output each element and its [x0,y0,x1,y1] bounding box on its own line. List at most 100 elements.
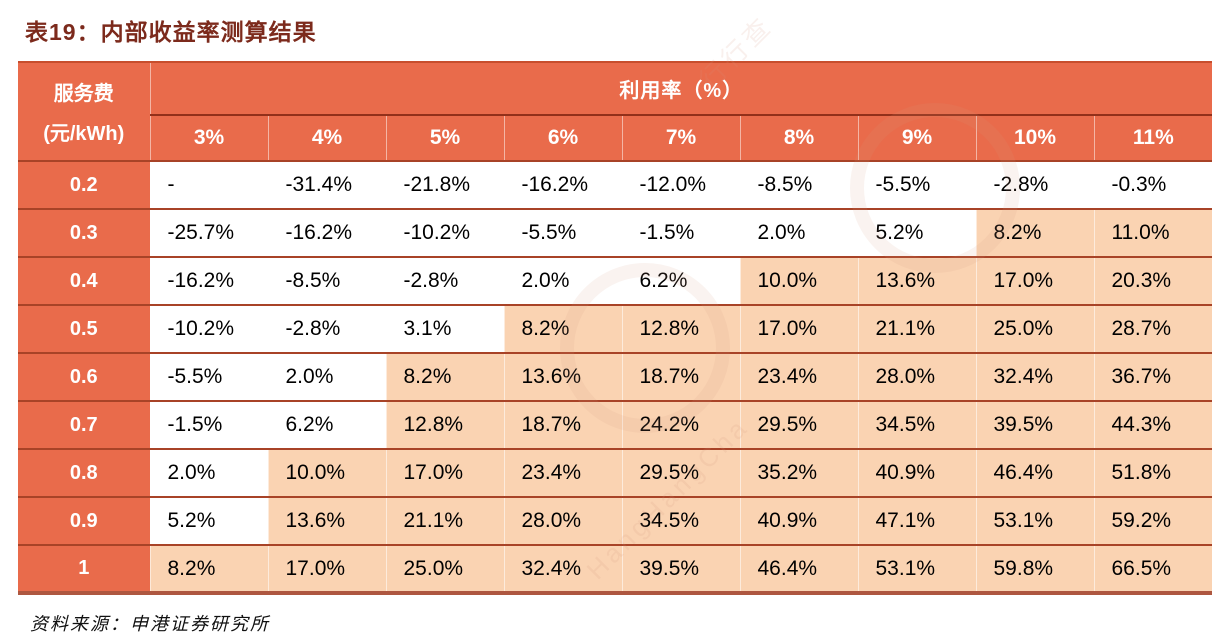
irr-cell: -25.7% [150,208,269,257]
table-row: 0.6 -5.5% 2.0% 8.2% 13.6% 18.7% 23.4% 28.0% 32.4… [18,352,1213,401]
irr-cell: -2.8% [386,256,505,305]
irr-cell: 23.4% [504,448,623,497]
irr-cell: 32.4% [504,544,623,593]
utilization-rate-group-header: 利用率（%） [150,62,1213,117]
irr-table: 服务费 (元/kWh) 利用率（%） 3% 4% 5% 6% 7% 8% 9% 10% 11% … [18,61,1213,595]
irr-cell: 8.2% [386,352,505,401]
table-row: 0.4 -16.2% -8.5% -2.8% 2.0% 6.2% 10.0% 13.6% 17.… [18,256,1213,305]
irr-cell: 39.5% [976,400,1095,449]
irr-cell: 2.0% [150,448,269,497]
col-header-10pct: 10% [976,115,1095,161]
irr-cell: 8.2% [150,544,269,593]
irr-cell: -2.8% [268,304,387,353]
table-body: 0.2- -31.4% -21.8% -16.2% -12.0% -8.5% -5.5% -2… [18,160,1213,593]
irr-cell: -16.2% [504,160,623,209]
row-header-0.9: 0.9 [18,496,151,545]
irr-cell: -5.5% [858,160,977,209]
irr-cell: -0.3% [1094,160,1213,209]
irr-cell: 17.0% [976,256,1095,305]
row-header-0.2: 0.2 [18,160,151,209]
col-header-7pct: 7% [622,115,741,161]
table-row: 0.9 5.2% 13.6% 21.1% 28.0% 34.5% 40.9% 47.1% 53.… [18,496,1213,545]
irr-cell: 18.7% [504,400,623,449]
table-row: 0.8 2.0% 10.0% 17.0% 23.4% 29.5% 35.2% 40.9% 46.… [18,448,1213,497]
irr-cell: 13.6% [504,352,623,401]
irr-cell: -1.5% [150,400,269,449]
irr-cell: -31.4% [268,160,387,209]
irr-cell: 40.9% [858,448,977,497]
irr-cell: 11.0% [1094,208,1213,257]
irr-cell: 6.2% [268,400,387,449]
col-header-11pct: 11% [1094,115,1213,161]
row-header-0.7: 0.7 [18,400,151,449]
col-header-9pct: 9% [858,115,977,161]
irr-cell: 59.8% [976,544,1095,593]
irr-cell: 40.9% [740,496,859,545]
column-header-row: 3% 4% 5% 6% 7% 8% 9% 10% 11% [18,115,1213,161]
irr-cell: 25.0% [386,544,505,593]
row-header-0.6: 0.6 [18,352,151,401]
irr-cell: -21.8% [386,160,505,209]
irr-cell: 66.5% [1094,544,1213,593]
irr-cell: -10.2% [386,208,505,257]
irr-cell: -2.8% [976,160,1095,209]
irr-cell: 5.2% [150,496,269,545]
irr-cell: 47.1% [858,496,977,545]
corner-header-line2: (元/kWh) [43,123,125,146]
row-header-0.3: 0.3 [18,208,151,257]
corner-header-service-fee: 服务费 (元/kWh) [18,62,151,161]
irr-cell: 25.0% [976,304,1095,353]
col-header-6pct: 6% [504,115,623,161]
table-row: 0.3 -25.7% -16.2% -10.2% -5.5% -1.5% 2.0% 5.2% 8… [18,208,1213,257]
irr-cell: 13.6% [858,256,977,305]
irr-cell: 21.1% [386,496,505,545]
irr-cell: 3.1% [386,304,505,353]
irr-cell: 34.5% [622,496,741,545]
table-title: 表19：内部收益率测算结果 [25,19,317,45]
col-header-8pct: 8% [740,115,859,161]
irr-cell: 17.0% [740,304,859,353]
irr-cell: 51.8% [1094,448,1213,497]
irr-cell: 32.4% [976,352,1095,401]
irr-cell: 44.3% [1094,400,1213,449]
corner-header-line1: 服务费 [53,82,114,105]
col-header-3pct: 3% [150,115,269,161]
row-header-0.4: 0.4 [18,256,151,305]
irr-cell: -5.5% [150,352,269,401]
row-header-1: 1 [18,544,151,593]
irr-cell: 17.0% [268,544,387,593]
irr-cell: 12.8% [622,304,741,353]
row-header-0.5: 0.5 [18,304,151,353]
irr-cell: 36.7% [1094,352,1213,401]
irr-cell: 5.2% [858,208,977,257]
irr-cell: 29.5% [740,400,859,449]
irr-cell: 39.5% [622,544,741,593]
source-note: 资料来源：申港证券研究所 [30,614,270,634]
irr-cell: 21.1% [858,304,977,353]
table-header: 服务费 (元/kWh) 利用率（%） 3% 4% 5% 6% 7% 8% 9% 10% 11% [18,62,1213,161]
irr-cell: 28.7% [1094,304,1213,353]
col-header-4pct: 4% [268,115,387,161]
table-row: 0.2- -31.4% -21.8% -16.2% -12.0% -8.5% -5.5% -2… [18,160,1213,209]
irr-cell: -8.5% [268,256,387,305]
irr-cell: 34.5% [858,400,977,449]
table-row: 1 8.2% 17.0% 25.0% 32.4% 39.5% 46.4% 53.1% 59.8%… [18,544,1213,593]
irr-cell: 18.7% [622,352,741,401]
irr-cell: 6.2% [622,256,741,305]
irr-cell: 53.1% [976,496,1095,545]
irr-cell: -16.2% [150,256,269,305]
irr-cell: 2.0% [268,352,387,401]
irr-cell: 10.0% [268,448,387,497]
irr-cell: - [150,160,269,209]
irr-cell: 8.2% [976,208,1095,257]
row-header-0.8: 0.8 [18,448,151,497]
irr-cell: -8.5% [740,160,859,209]
irr-cell: 59.2% [1094,496,1213,545]
irr-cell: 13.6% [268,496,387,545]
report-table-page: 行行查 HangHangCha 表19：内部收益率测算结果 服务费 (元/kWh… [0,10,1230,641]
table-row: 0.7 -1.5% 6.2% 12.8% 18.7% 24.2% 29.5% 34.5% 39.… [18,400,1213,449]
irr-cell: 23.4% [740,352,859,401]
table-row: 0.5 -10.2% -2.8% 3.1% 8.2% 12.8% 17.0% 21.1% 25.… [18,304,1213,353]
irr-cell: 46.4% [740,544,859,593]
irr-cell: 17.0% [386,448,505,497]
